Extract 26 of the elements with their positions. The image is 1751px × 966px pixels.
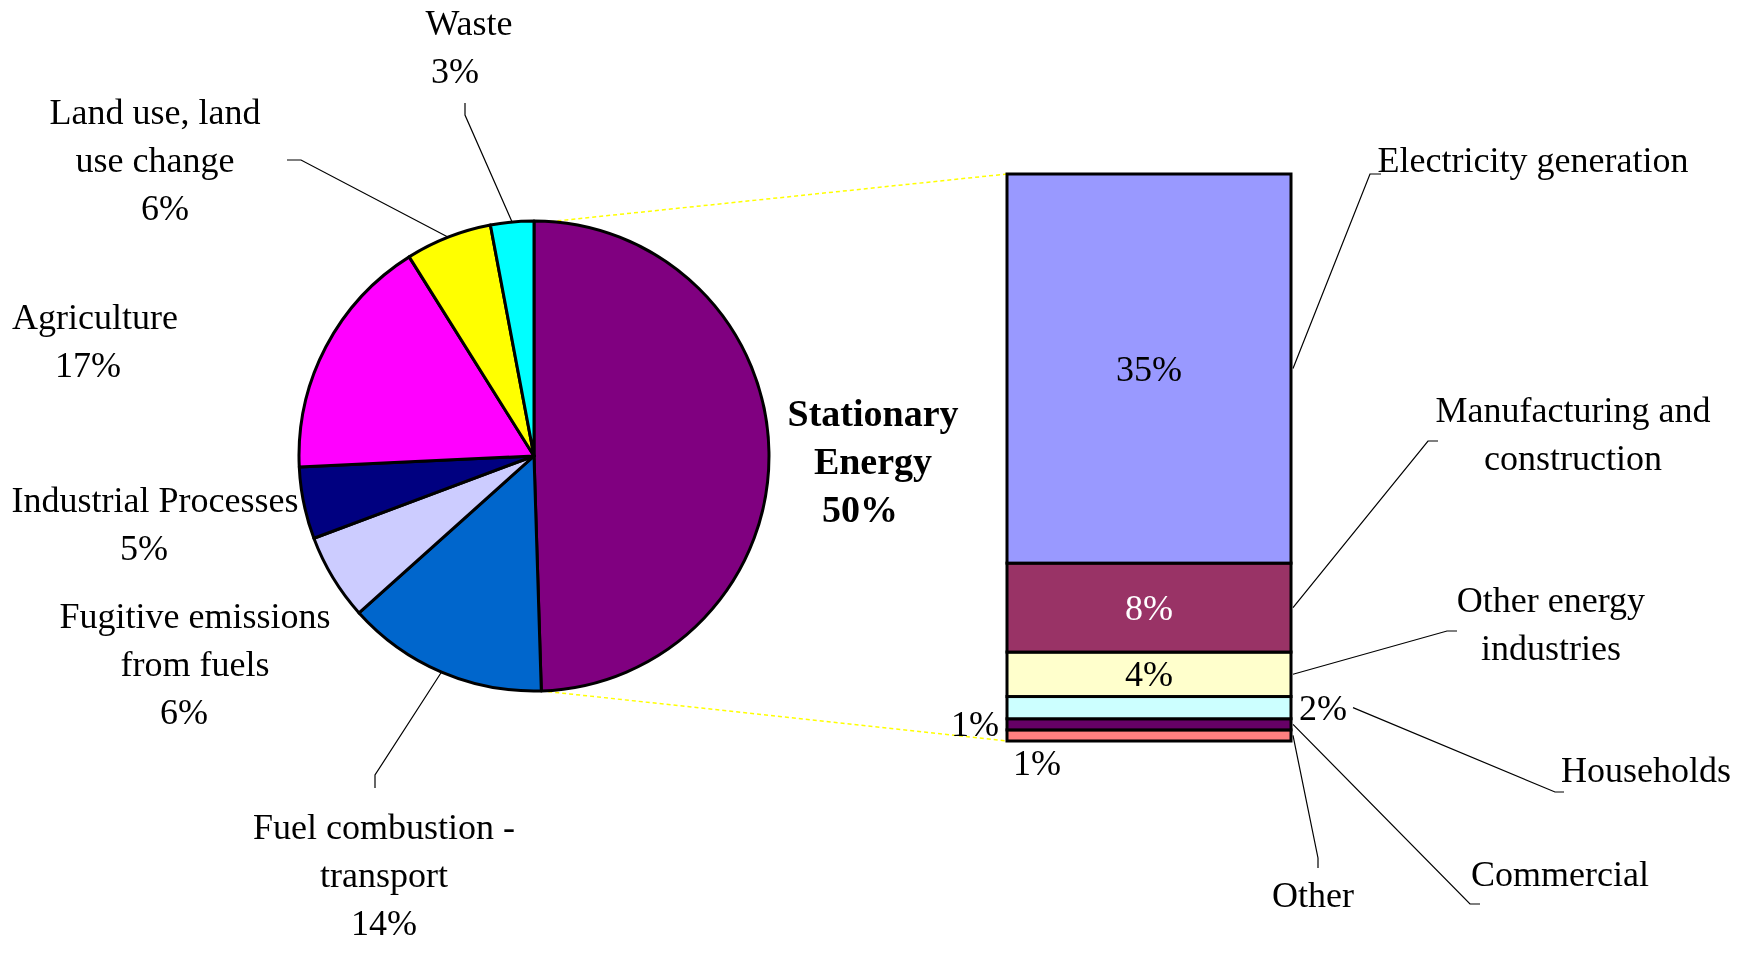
data-label: 1% <box>1013 743 1061 783</box>
data-label: 6% <box>141 188 189 228</box>
data-label: 8% <box>1125 587 1173 628</box>
slice-label: Industrial Processes <box>11 480 299 520</box>
slice-label: Fugitive emissions from fuels <box>59 596 331 684</box>
data-label: 3% <box>431 51 479 91</box>
text: Households <box>1561 750 1731 790</box>
slice-label: Stationary Energy <box>787 392 959 482</box>
data-label: 17% <box>55 345 121 385</box>
slice-label: Agriculture <box>12 297 178 337</box>
data-label: 5% <box>120 528 168 568</box>
data-label: 14% <box>351 903 417 943</box>
text: Electricity generation <box>1377 140 1689 180</box>
text: Other <box>1272 875 1354 915</box>
data-label: 4% <box>1125 654 1173 695</box>
slice-label: Waste <box>425 3 513 43</box>
text: Manufacturing and construction <box>1435 390 1711 478</box>
data-label: 1% <box>951 704 999 745</box>
data-label: 2% <box>1299 687 1347 728</box>
text: Commercial <box>1471 854 1649 894</box>
slice-label: Fuel combustion - transport <box>253 807 515 895</box>
data-label: 35% <box>1116 348 1182 389</box>
data-label: 50% <box>822 488 898 530</box>
slice-label: Land use, land use change <box>49 92 261 180</box>
data-label: 6% <box>160 692 208 732</box>
text: Other energy industries <box>1456 580 1646 668</box>
